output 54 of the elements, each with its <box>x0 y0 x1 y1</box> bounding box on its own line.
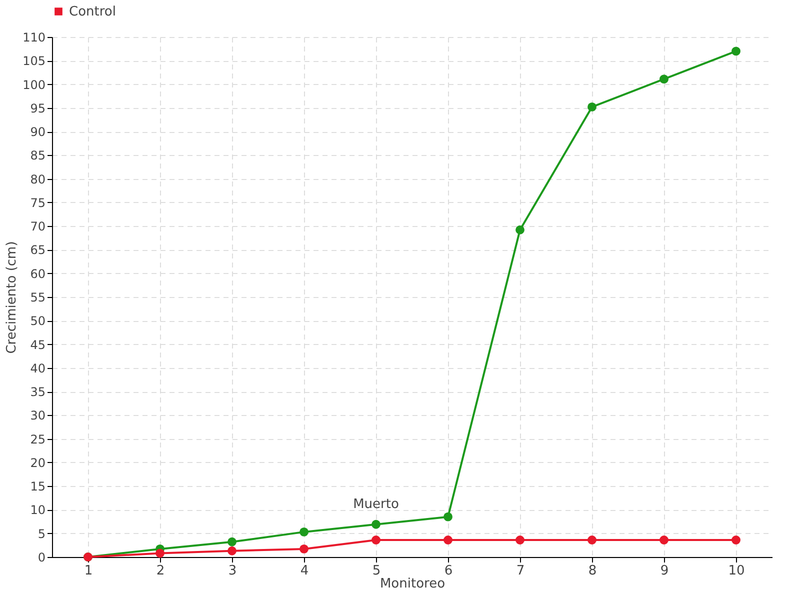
point <box>516 536 524 544</box>
y-tick-label: 75 <box>30 196 46 210</box>
y-tick-label: 90 <box>30 125 46 140</box>
x-tick-label: 7 <box>516 564 525 578</box>
y-tick-label: 15 <box>30 480 46 494</box>
point <box>228 537 236 546</box>
y-tick-label: 105 <box>22 54 46 68</box>
y-tick-label: 30 <box>30 408 46 423</box>
y-tick-label: 45 <box>30 338 46 352</box>
y-tick-label: 20 <box>30 456 46 470</box>
x-axis-title: Monitoreo <box>380 576 446 592</box>
y-tick-label: 50 <box>30 314 46 328</box>
y-tick-label: 110 <box>22 30 46 44</box>
x-tick-label: 9 <box>660 564 669 578</box>
x-tick-label: 6 <box>444 564 453 578</box>
point <box>228 546 236 556</box>
y-axis-title: Crecimiento (cm) <box>4 241 20 354</box>
y-tick-label: 80 <box>30 172 46 186</box>
y-tick-label: 95 <box>30 101 46 116</box>
x-tick-label: 4 <box>300 564 309 578</box>
x-tick-label: 10 <box>728 564 745 578</box>
point <box>588 536 596 544</box>
x-tick-label: 5 <box>372 564 381 578</box>
point <box>660 74 668 84</box>
x-tick-label: 3 <box>228 564 237 578</box>
legend-label: Control <box>69 4 116 20</box>
point <box>516 225 524 234</box>
point <box>372 520 380 529</box>
point <box>300 527 308 536</box>
point <box>444 536 452 544</box>
point <box>660 536 668 544</box>
y-tick-label: 10 <box>30 503 46 518</box>
point <box>156 548 164 558</box>
y-tick-label: 40 <box>30 361 46 376</box>
y-tick-label: 35 <box>30 385 46 400</box>
y-tick-label: 60 <box>30 266 46 281</box>
x-tick-label: 1 <box>84 564 93 578</box>
annotation: Muerto <box>353 496 399 512</box>
y-tick-label: 25 <box>30 432 46 446</box>
point <box>732 46 740 56</box>
point <box>588 102 596 112</box>
y-tick-label: 0 <box>38 550 46 564</box>
y-tick-label: 55 <box>30 290 46 304</box>
y-tick-label: 70 <box>30 220 46 234</box>
point <box>732 536 740 544</box>
y-tick-label: 100 <box>22 78 46 92</box>
y-tick-label: 85 <box>30 148 46 163</box>
y-tick-label: 65 <box>30 243 46 258</box>
y-tick-label: 5 <box>38 526 46 541</box>
point <box>444 512 452 522</box>
point <box>300 544 308 554</box>
x-tick-label: 8 <box>588 564 597 578</box>
x-tick-label: 2 <box>156 564 165 578</box>
point <box>372 536 380 544</box>
